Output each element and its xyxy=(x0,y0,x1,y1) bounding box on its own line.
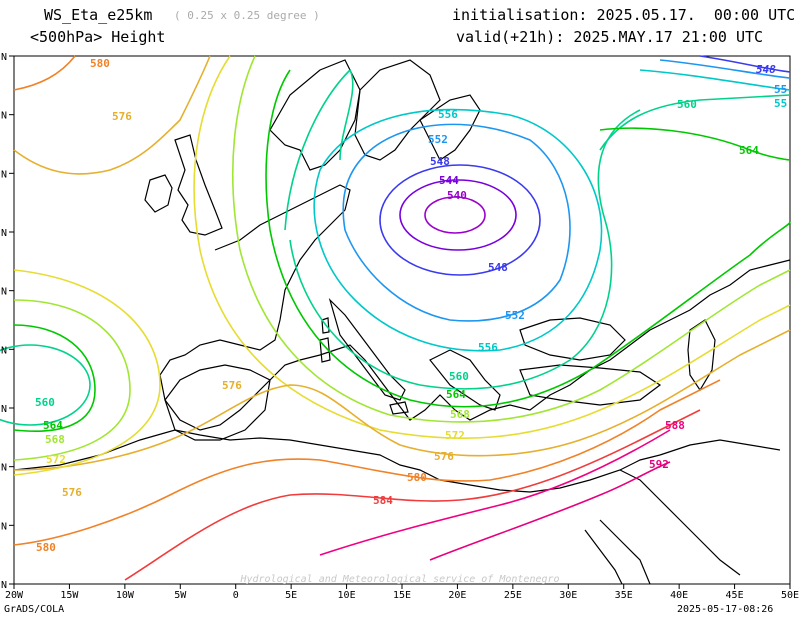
y-tick-label: N xyxy=(1,521,7,532)
init-time: initialisation: 2025.05.17. 00:00 UTC xyxy=(452,6,796,24)
contour-label: 552 xyxy=(428,133,448,146)
contour-560b xyxy=(289,109,641,390)
x-tick-label: 10W xyxy=(116,590,135,601)
contour-label: 552 xyxy=(505,309,525,322)
field-title: <500hPa> Height xyxy=(30,28,166,46)
contour-label: 576 xyxy=(222,379,242,392)
contour-540 xyxy=(424,196,486,234)
y-tick-label: N xyxy=(1,52,7,63)
x-tick-label: 5E xyxy=(285,590,297,601)
contour-548 xyxy=(379,164,541,276)
contour-label: 580 xyxy=(90,57,110,70)
contour-576a xyxy=(13,55,211,175)
y-tick-label: N xyxy=(1,580,7,591)
contour-label: 576 xyxy=(434,450,454,463)
contour-580a xyxy=(13,55,76,91)
contour-548c xyxy=(699,55,791,73)
contour-label: 556 xyxy=(438,108,458,121)
contour-label: 560 xyxy=(449,370,469,383)
contour-556 xyxy=(313,108,603,352)
contour-label: 568 xyxy=(45,433,65,446)
x-tick-label: 35E xyxy=(615,590,633,601)
contour-560c xyxy=(0,344,91,426)
contour-564c xyxy=(13,324,96,432)
footer-right: 2025-05-17-08:26 xyxy=(677,604,774,615)
contour-564a xyxy=(265,69,791,408)
x-tick-label: 5W xyxy=(174,590,187,601)
coastlines xyxy=(13,59,791,585)
x-tick-label: 0 xyxy=(233,590,239,601)
contour-label: 584 xyxy=(373,494,393,507)
y-tick-label: N xyxy=(1,228,7,239)
contour-label: 580 xyxy=(36,541,56,554)
x-tick-label: 15W xyxy=(60,590,79,601)
contour-552c xyxy=(659,59,791,79)
contour-label: 560 xyxy=(35,396,55,409)
y-tick-label: N xyxy=(1,169,7,180)
contour-label: 548 xyxy=(430,155,450,168)
x-tick-label: 25E xyxy=(504,590,522,601)
contour-label: 576 xyxy=(62,486,82,499)
contour-580b xyxy=(13,379,721,546)
resolution-label: ( 0.25 x 0.25 degree ) xyxy=(174,9,320,22)
contour-588 xyxy=(319,429,671,556)
contour-label: 548 xyxy=(756,63,776,76)
contour-label: 588 xyxy=(665,419,685,432)
y-tick-label: N xyxy=(1,404,7,415)
contour-label: 540 xyxy=(447,189,467,202)
x-tick-label: 45E xyxy=(726,590,744,601)
contour-label: 564 xyxy=(446,388,466,401)
contour-label: 55 xyxy=(774,97,787,110)
contour-label: 568 xyxy=(450,408,470,421)
contour-label: 564 xyxy=(43,419,63,432)
x-tick-label: 40E xyxy=(670,590,688,601)
contour-label: 572 xyxy=(445,429,465,442)
x-tick-label: 15E xyxy=(393,590,411,601)
contour-572b xyxy=(13,269,161,476)
contour-592 xyxy=(429,461,671,561)
contour-556c xyxy=(639,69,791,91)
contour-label: 572 xyxy=(46,453,66,466)
watermark: Hydrological and Meteorological service … xyxy=(239,574,559,585)
y-tick-label: N xyxy=(1,287,7,298)
x-axis: 20W 15W 10W 5W 0 5E 10E 15E 20E 25E 30E 35E 40E 45E 50… xyxy=(5,584,799,601)
x-tick-label: 30E xyxy=(559,590,577,601)
y-axis: N N N N N N N N N N xyxy=(1,52,14,591)
contour-572 xyxy=(193,55,791,439)
x-tick-label: 20E xyxy=(448,590,466,601)
valid-time: valid(+21h): 2025.MAY.17 21:00 UTC xyxy=(456,28,764,46)
contour-label: 556 xyxy=(478,341,498,354)
contour-label: 564 xyxy=(739,144,759,157)
contour-584 xyxy=(124,409,701,581)
x-tick-label: 10E xyxy=(338,590,356,601)
y-tick-label: N xyxy=(1,111,7,122)
map-frame xyxy=(13,55,791,585)
contour-labels: 540 544 548 548 552 552 556 556 560 560 … xyxy=(35,57,787,554)
contour-544 xyxy=(399,179,517,251)
contour-568b xyxy=(13,299,131,461)
contours xyxy=(0,55,791,581)
x-tick-label: 50E xyxy=(781,590,799,601)
contour-568 xyxy=(231,55,791,423)
x-tick-label: 20W xyxy=(5,590,24,601)
footer-left: GrADS/COLA xyxy=(4,604,65,615)
model-title: WS_Eta_e25km xyxy=(44,6,153,24)
contour-576b xyxy=(13,329,791,471)
contour-564b xyxy=(599,127,791,161)
contour-552 xyxy=(342,123,571,322)
contour-label: 560 xyxy=(677,98,697,111)
contour-label: 548 xyxy=(488,261,508,274)
y-tick-label: N xyxy=(1,463,7,474)
contour-label: 580 xyxy=(407,471,427,484)
y-tick-label: N xyxy=(1,345,7,356)
contour-label: 592 xyxy=(649,458,669,471)
contour-label: 576 xyxy=(112,110,132,123)
contour-label: 544 xyxy=(439,174,459,187)
contour-label: 55 xyxy=(774,83,787,96)
